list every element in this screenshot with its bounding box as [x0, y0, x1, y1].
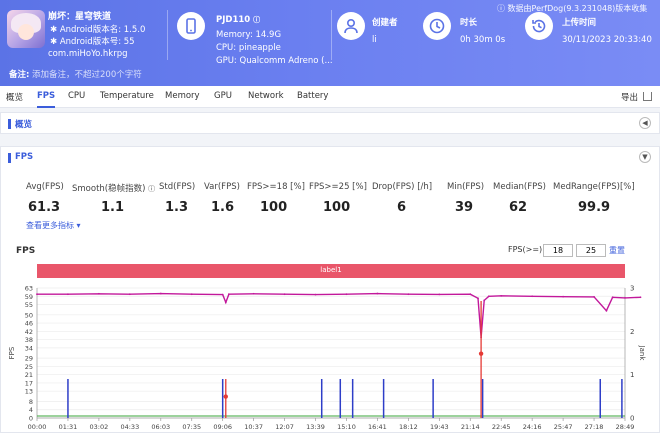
stat-value-drop: 6 [397, 200, 407, 215]
export-icon[interactable] [643, 92, 652, 101]
collapse-fps-button[interactable]: ▼ [639, 151, 651, 163]
app-version-code: ✱ Android版本号: 55 [50, 37, 135, 47]
device-icon [177, 12, 205, 40]
creator-title: 创建者 [372, 18, 398, 28]
threshold-label: FPS(>=) [508, 245, 543, 254]
stat-value-fps18: 100 [260, 200, 288, 215]
app-version-name: ✱ Android版本名: 1.5.0 [50, 25, 146, 35]
upload-value: 30/11/2023 20:33:40 [562, 35, 652, 45]
stat-value-medrange: 99.9 [578, 200, 611, 215]
stat-header: Drop(FPS) [/h] [372, 182, 433, 192]
tab-memory[interactable]: Memory [165, 91, 200, 101]
chart-title: FPS [16, 246, 36, 256]
history-icon [525, 12, 553, 40]
more-metrics-link[interactable]: 查看更多指标 ▾ [26, 221, 81, 230]
fps-section-title: FPS [15, 152, 34, 162]
android-icon: ✱ [50, 37, 60, 47]
upload-title: 上传时间 [562, 18, 597, 28]
help-icon[interactable]: ⓘ [148, 185, 156, 193]
creator-value: li [372, 35, 377, 45]
stat-value-var: 1.6 [211, 200, 235, 215]
tab-gpu[interactable]: GPU [214, 91, 232, 101]
stat-value-std: 1.3 [165, 200, 189, 215]
device-model: PJD110 ⓘ [216, 15, 261, 25]
stat-value-min: 39 [455, 200, 474, 215]
overview-panel: 概览 ◀ [0, 112, 660, 134]
stat-header: MedRange(FPS)[%] [553, 182, 635, 192]
section-marker [8, 119, 11, 129]
label-bar[interactable]: label1 [37, 264, 625, 278]
overview-title: 概览 [15, 120, 33, 130]
threshold-input-2[interactable] [576, 244, 606, 257]
note-label: 备注: [9, 70, 30, 80]
expand-overview-button[interactable]: ◀ [639, 117, 651, 129]
tab-network[interactable]: Network [248, 91, 284, 101]
stat-header: FPS>=25 [%] [309, 182, 367, 192]
tab-overview[interactable]: 概览 [6, 93, 24, 103]
source-info: ⓘ 数据由PerfDog(9.3.231048)版本收集 [497, 4, 648, 13]
stat-header: Var(FPS) [204, 182, 240, 192]
fps-panel: FPS ▼ [0, 146, 660, 433]
user-icon [337, 12, 365, 40]
tab-temperature[interactable]: Temperature [100, 91, 154, 101]
tab-battery[interactable]: Battery [297, 91, 329, 101]
device-cpu: CPU: pineapple [216, 43, 281, 53]
stat-header: Median(FPS) [493, 182, 546, 192]
report-header: 崩坏：星穹铁道 ✱ Android版本名: 1.5.0 ✱ Android版本号… [0, 0, 660, 86]
info-icon[interactable]: ⓘ [253, 16, 261, 24]
stat-value-smooth: 1.1 [101, 200, 125, 215]
stat-value-fps25: 100 [323, 200, 351, 215]
divider [167, 10, 168, 60]
stat-header: Avg(FPS) [26, 182, 64, 192]
stat-header: Min(FPS) [447, 182, 485, 192]
caret-down-icon: ▾ [76, 221, 81, 230]
stat-header: Std(FPS) [159, 182, 196, 192]
tab-cpu[interactable]: CPU [68, 91, 86, 101]
app-package: com.miHoYo.hkrpg [48, 49, 128, 59]
clock-icon [423, 12, 451, 40]
stat-value-avg: 61.3 [28, 200, 61, 215]
app-name: 崩坏：星穹铁道 [48, 12, 112, 22]
divider [331, 10, 332, 60]
reset-button[interactable]: 重置 [609, 246, 625, 255]
info-icon: ⓘ [497, 4, 508, 13]
device-memory: Memory: 14.9G [216, 30, 282, 40]
duration-value: 0h 30m 0s [460, 35, 506, 45]
duration-title: 时长 [460, 18, 478, 28]
stat-value-median: 62 [509, 200, 528, 215]
tab-fps[interactable]: FPS [37, 91, 56, 108]
app-icon [7, 10, 45, 48]
export-button[interactable]: 导出 [620, 93, 638, 103]
stat-header: FPS>=18 [%] [247, 182, 305, 192]
tab-bar: 概览 FPS CPU Temperature Memory GPU Networ… [0, 86, 660, 108]
device-gpu: GPU: Qualcomm Adreno (... [216, 56, 333, 66]
section-marker [8, 153, 11, 163]
note-input[interactable]: 添加备注，不超过200个字符 [32, 70, 142, 80]
stat-header: Smooth(稳帧指数) ⓘ [72, 184, 156, 194]
threshold-input-1[interactable] [543, 244, 573, 257]
android-icon: ✱ [50, 25, 60, 35]
